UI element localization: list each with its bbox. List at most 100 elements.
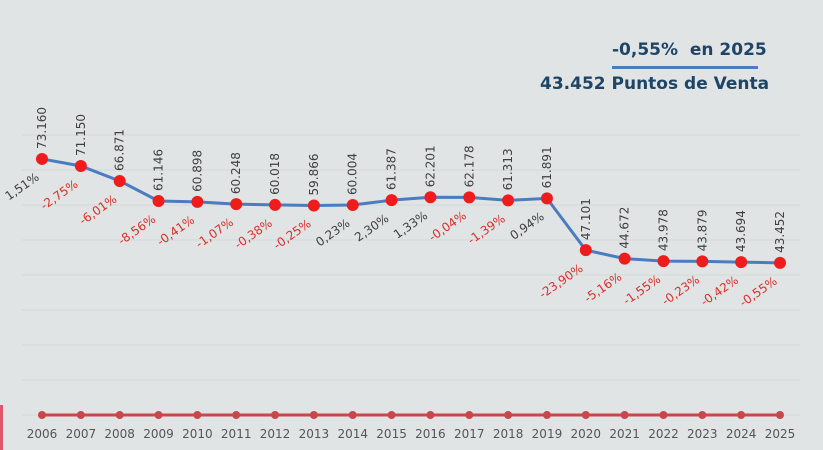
x-tick-label: 2025 [765, 427, 796, 441]
baseline-point [309, 411, 318, 419]
x-tick-label: 2023 [687, 427, 718, 441]
baseline-point [426, 411, 435, 419]
data-point [579, 244, 592, 257]
x-tick-label: 2015 [376, 427, 407, 441]
x-tick-label: 2024 [726, 427, 757, 441]
value-label: 62.178 [462, 145, 476, 187]
change-label: 1,51% [2, 170, 41, 203]
data-point [191, 195, 204, 208]
headline-divider [612, 66, 758, 69]
data-point [774, 256, 786, 269]
value-label: 71.150 [74, 114, 88, 156]
baseline-point [698, 411, 707, 419]
x-tick-label: 2020 [571, 427, 602, 441]
value-label: 61.891 [540, 146, 554, 188]
value-label: 43.452 [773, 211, 787, 253]
left-edge-accent-bar [0, 405, 3, 450]
baseline-series [38, 411, 784, 419]
x-tick-label: 2016 [415, 427, 446, 441]
data-point [307, 199, 320, 212]
baseline-point [348, 411, 357, 419]
baseline-point [271, 411, 280, 419]
change-label: -0,25% [271, 216, 314, 252]
x-tick-label: 2019 [532, 427, 563, 441]
value-label: 66.871 [113, 129, 127, 171]
x-tick-label: 2009 [143, 427, 174, 441]
gridlines [22, 134, 800, 416]
x-tick-label: 2011 [221, 427, 252, 441]
data-point [36, 152, 48, 165]
change-label: -0,55% [737, 274, 780, 310]
baseline-point [115, 411, 124, 419]
x-tick-label: 2022 [648, 427, 679, 441]
change-label: -0,04% [426, 208, 469, 244]
change-label: -0,42% [698, 273, 741, 309]
value-label: 73.160 [35, 107, 49, 149]
value-label: 43.879 [695, 209, 709, 251]
baseline-point [193, 411, 202, 419]
value-label: 61.313 [501, 148, 515, 190]
data-point [424, 191, 437, 204]
change-label: -1,39% [465, 211, 508, 247]
data-point [540, 192, 553, 205]
value-label: 43.978 [656, 209, 670, 251]
data-point [463, 191, 476, 204]
data-labels: 73.160 1,51% 71.150 -2,75% 66.871 -6,01% 61.14… [2, 107, 787, 310]
change-label: -0,23% [659, 272, 702, 308]
baseline-point [542, 411, 551, 419]
data-point [618, 252, 631, 265]
main-series [36, 152, 786, 269]
x-tick-label: 2012 [260, 427, 291, 441]
x-tick-label: 2018 [493, 427, 524, 441]
x-tick-label: 2021 [609, 427, 640, 441]
change-label: -0,41% [154, 213, 197, 249]
value-label: 61.387 [385, 148, 399, 190]
value-label: 60.898 [190, 150, 204, 192]
x-axis: 2006 2007 2008 2009 2010 2011 2012 2013 2014 2015… [27, 427, 796, 441]
baseline-point [776, 411, 784, 419]
x-tick-label: 2017 [454, 427, 485, 441]
change-label: -23,90% [536, 261, 585, 301]
data-point [230, 198, 243, 211]
value-label: 60.018 [268, 153, 282, 195]
x-tick-label: 2014 [337, 427, 368, 441]
data-point [696, 255, 709, 268]
change-label: 1,33% [391, 208, 430, 241]
baseline-point [659, 411, 668, 419]
value-label: 44.672 [618, 207, 632, 249]
baseline-point [504, 411, 513, 419]
baseline-point [620, 411, 629, 419]
value-label: 61.146 [152, 149, 166, 191]
baseline-point [387, 411, 396, 419]
change-label: 2,30% [352, 211, 391, 244]
change-label: -1,55% [620, 272, 663, 308]
x-tick-label: 2008 [104, 427, 135, 441]
change-label: -1,07% [193, 215, 236, 251]
x-tick-label: 2007 [66, 427, 97, 441]
data-point [502, 194, 515, 207]
change-label: -8,56% [115, 212, 158, 248]
value-label: 62.201 [423, 145, 437, 187]
change-label: 0,23% [313, 216, 352, 249]
x-tick-label: 2013 [299, 427, 330, 441]
x-tick-label: 2010 [182, 427, 213, 441]
value-label: 43.694 [734, 210, 748, 252]
baseline-point [76, 411, 85, 419]
headline-total: 43.452 Puntos de Venta [540, 74, 770, 94]
data-point [152, 194, 165, 207]
change-label: -6,01% [77, 192, 120, 228]
baseline-point [737, 411, 746, 419]
data-point [269, 198, 282, 211]
data-point [657, 255, 670, 268]
data-point [113, 174, 126, 187]
change-label: -0,38% [232, 216, 275, 252]
baseline-point [581, 411, 590, 419]
data-point [385, 194, 398, 207]
baseline-point [154, 411, 163, 419]
data-point [735, 256, 748, 269]
baseline-point [232, 411, 241, 419]
data-point [74, 159, 87, 172]
value-label: 60.248 [229, 152, 243, 194]
change-label: -2,75% [38, 177, 81, 213]
